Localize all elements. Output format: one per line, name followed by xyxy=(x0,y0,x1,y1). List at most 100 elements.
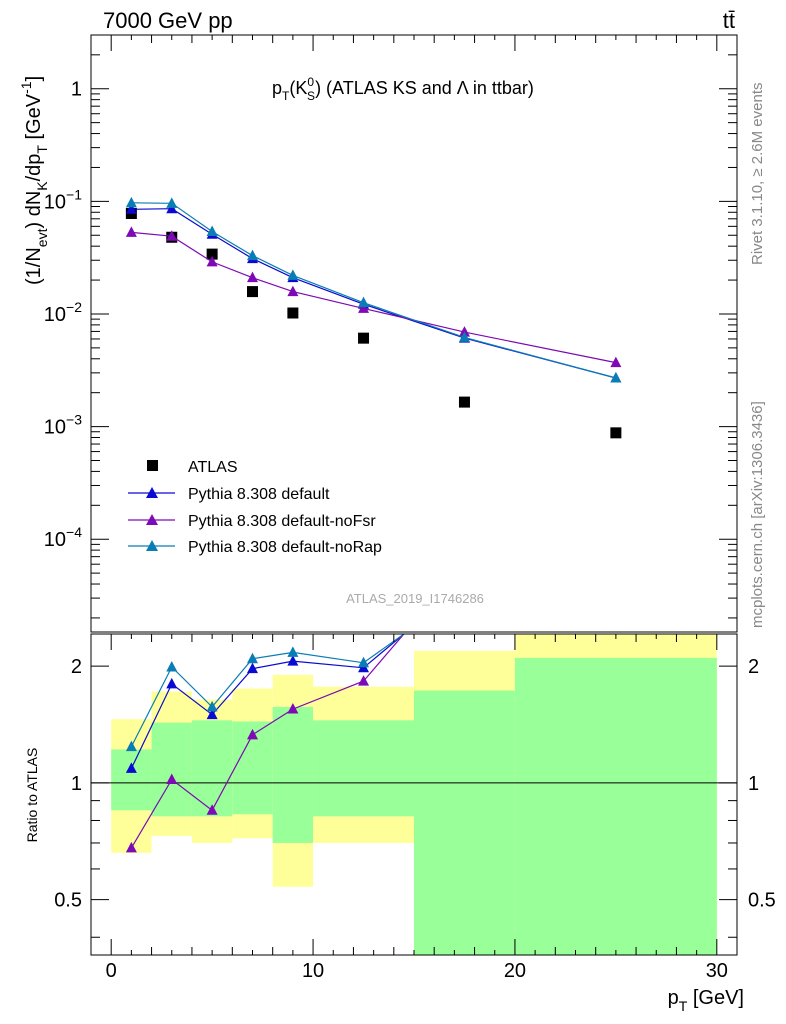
band-inner-1 xyxy=(151,722,192,817)
legend-label-norap: Pythia 8.308 default-noRap xyxy=(188,539,382,556)
xtick-label: 0 xyxy=(106,960,117,982)
ratio-series-layer xyxy=(125,634,405,853)
mcplots-label: mcplots.cern.ch [arXiv:1306.3436] xyxy=(749,401,766,628)
ylabel-part-f-sub: T xyxy=(34,145,50,154)
legend-label-atlas: ATLAS xyxy=(188,459,238,476)
ratio-point-pythia-8-308-default-nofsr-3 xyxy=(247,728,258,740)
rivet-version-label: Rivet 3.1.10, ≥ 2.6M events xyxy=(749,83,766,266)
ytick-base: 10 xyxy=(44,529,66,551)
ylabel-part-b-sub: evt xyxy=(34,228,50,247)
ratio-bands-layer xyxy=(91,634,737,955)
ratio-point-pythia-8-308-default-norap-4 xyxy=(287,646,299,657)
point-pythia-8-308-default-nofsr-5 xyxy=(358,302,370,313)
ratio-point-pythia-8-308-default-norap-5 xyxy=(358,656,370,668)
band-inner-6 xyxy=(414,690,515,955)
ratio-point-pythia-8-308-default-4 xyxy=(287,655,299,666)
point-pythia-8-308-default-nofsr-4 xyxy=(287,285,299,297)
ratio-ytick-label-right: 2 xyxy=(748,656,759,678)
main-ytick-label: 10−4 xyxy=(44,524,82,551)
band-inner-5 xyxy=(313,720,414,817)
ytick-base: 10 xyxy=(44,304,66,326)
ratio-point-pythia-8-308-default-1 xyxy=(166,677,178,689)
legend: ATLAS Pythia 8.308 default Pythia 8.308 … xyxy=(128,459,382,556)
ratio-ytick-label-right: 0.5 xyxy=(748,890,776,912)
legend-marker-default xyxy=(146,487,158,498)
band-inner-4 xyxy=(272,706,314,843)
ratio-point-pythia-8-308-default-norap-3 xyxy=(247,652,258,664)
main-ytick-labels: 110−110−210−310−4 xyxy=(44,79,82,551)
title-p: p xyxy=(272,78,282,98)
point-pythia-8-308-default-norap-6 xyxy=(458,331,470,342)
ytick-exponent: −4 xyxy=(66,524,82,540)
ylabel-part-e: /dp xyxy=(23,154,45,182)
ylabel-part-h-sup: -1 xyxy=(18,81,34,94)
xtick-label: 20 xyxy=(504,960,526,982)
ylabel-part-c: ) dN xyxy=(23,191,45,229)
point-pythia-8-308-default-nofsr-2 xyxy=(206,255,218,267)
main-panel: 110−110−210−310−4 pT(K0 S) (ATLAS KS and … xyxy=(18,34,738,633)
ytick-exponent: −1 xyxy=(66,186,82,202)
band-inner-7 xyxy=(514,657,717,955)
point-atlas-5 xyxy=(358,332,370,344)
xlabel-unit: [GeV] xyxy=(687,987,744,1009)
main-ytick-label: 1 xyxy=(71,79,82,101)
ratio-point-pythia-8-308-default-nofsr-2 xyxy=(206,804,218,815)
legend-label-default: Pythia 8.308 default xyxy=(188,486,330,503)
ratio-ylabel: Ratio to ATLAS xyxy=(24,748,40,843)
legend-marker-nofsr xyxy=(146,514,158,525)
ratio-xlabel: pT [GeV] xyxy=(668,987,744,1014)
ylabel-part-g: [GeV xyxy=(23,93,45,145)
ytick-base: 10 xyxy=(44,191,66,213)
point-atlas-7 xyxy=(610,427,622,439)
line-pythia-8-308-default xyxy=(131,208,617,379)
process-label: tt̄ xyxy=(723,8,735,33)
ytick-exponent: −2 xyxy=(66,299,82,315)
xtick-label: 10 xyxy=(302,960,324,982)
main-title: pT(K0 S) (ATLAS KS and Λ in ttbar) xyxy=(272,75,534,103)
ratio-ytick-label-right: 1 xyxy=(748,773,759,795)
point-pythia-8-308-default-norap-2 xyxy=(206,225,218,236)
ratio-ytick-label-left: 1 xyxy=(71,773,82,795)
ratio-point-pythia-8-308-default-3 xyxy=(247,662,258,674)
ratio-point-pythia-8-308-default-nofsr-4 xyxy=(287,703,299,714)
point-pythia-8-308-default-nofsr-0 xyxy=(125,226,137,237)
point-pythia-8-308-default-norap-4 xyxy=(287,269,299,280)
point-atlas-2 xyxy=(206,248,218,260)
title-T-sub: T xyxy=(282,89,290,103)
point-pythia-8-308-default-norap-7 xyxy=(610,372,622,383)
ylabel-part-i: ] xyxy=(23,76,45,82)
point-atlas-6 xyxy=(458,396,470,408)
main-axis-ticks xyxy=(91,34,737,619)
title-S-sub: S xyxy=(307,89,315,103)
ratio-point-pythia-8-308-default-nofsr-1 xyxy=(166,773,178,785)
ratio-point-pythia-8-308-default-2 xyxy=(206,708,218,720)
ytick-base: 10 xyxy=(44,417,66,439)
point-pythia-8-308-default-norap-5 xyxy=(358,296,370,308)
line-pythia-8-308-default-norap xyxy=(131,202,617,379)
legend-label-nofsr: Pythia 8.308 default-noFsr xyxy=(188,513,376,530)
ratio-panel: 0.5 0.51 12 20 10 20 30 Ratio to ATLAS pT [GeV… xyxy=(24,633,776,1014)
point-pythia-8-308-default-nofsr-3 xyxy=(247,271,258,283)
point-pythia-8-308-default-0 xyxy=(125,203,137,214)
point-atlas-4 xyxy=(287,307,299,319)
title-zero-sup: 0 xyxy=(307,75,314,89)
main-series-layer xyxy=(125,196,622,439)
ratio-point-pythia-8-308-default-nofsr-0 xyxy=(125,841,137,853)
ratio-tick-labels: 0.5 0.51 12 20 10 20 30 xyxy=(54,656,776,982)
legend-marker-atlas xyxy=(147,460,158,471)
ratio-axis-ticks xyxy=(91,634,737,955)
xlabel-T-sub: T xyxy=(679,998,688,1014)
point-pythia-8-308-default-norap-1 xyxy=(166,197,178,208)
ratio-ytick-label-left: 0.5 xyxy=(54,890,82,912)
point-pythia-8-308-default-1 xyxy=(166,202,178,214)
ratio-point-pythia-8-308-default-norap-0 xyxy=(125,740,137,752)
ytick-exponent: −3 xyxy=(66,412,82,428)
ratio-ytick-label-left: 2 xyxy=(71,656,82,678)
ratio-point-pythia-8-308-default-norap-1 xyxy=(166,660,178,672)
point-pythia-8-308-default-nofsr-1 xyxy=(166,230,178,241)
ratio-point-pythia-8-308-default-nofsr-5 xyxy=(358,675,370,686)
point-pythia-8-308-default-nofsr-7 xyxy=(610,356,622,368)
ratio-point-pythia-8-308-default-norap-2 xyxy=(206,700,218,712)
energy-label: 7000 GeV pp xyxy=(103,8,233,33)
